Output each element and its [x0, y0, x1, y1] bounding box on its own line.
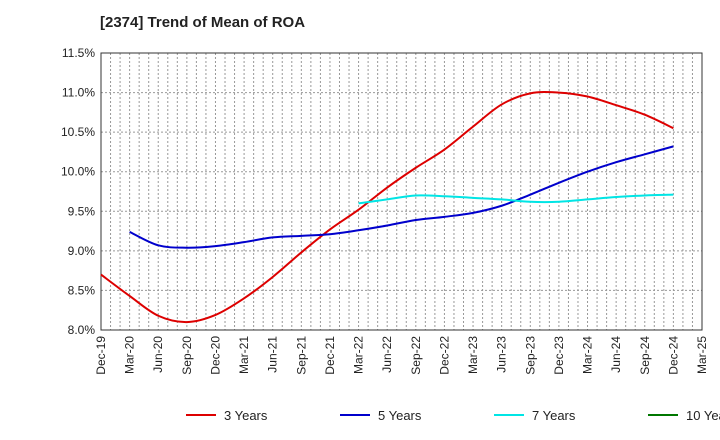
- x-tick-label: Sep-22: [409, 336, 423, 375]
- x-tick-label: Mar-20: [123, 336, 137, 374]
- y-tick-label: 11.5%: [62, 46, 95, 60]
- y-tick-label: 10.0%: [61, 165, 95, 179]
- series-line-2: [129, 145, 674, 249]
- x-tick-label: Mar-23: [466, 336, 480, 374]
- y-tick-label: 8.0%: [68, 323, 96, 337]
- legend-label: 7 Years: [532, 408, 576, 423]
- x-tick-label: Dec-24: [666, 336, 680, 375]
- x-tick-label: Jun-20: [151, 336, 165, 373]
- x-tick-label: Mar-25: [695, 336, 709, 374]
- y-tick-label: 9.0%: [68, 244, 96, 258]
- x-tick-label: Jun-21: [266, 336, 280, 373]
- plot-frame: [100, 52, 703, 331]
- x-tick-label: Dec-19: [94, 336, 108, 375]
- x-tick-label: Dec-20: [208, 336, 222, 375]
- legend-label: 10 Years: [686, 408, 720, 423]
- x-tick-label: Mar-22: [352, 336, 366, 374]
- y-tick-label: 8.5%: [68, 283, 96, 297]
- x-tick-label: Sep-23: [523, 336, 537, 375]
- x-tick-label: Sep-20: [180, 336, 194, 375]
- x-axis-ticks: Dec-19 Mar-20 Jun-20 Sep-20 Dec-20 Mar-21 Jun-…: [94, 336, 709, 375]
- legend-label: 3 Years: [224, 408, 268, 423]
- series-line-3: [358, 193, 674, 205]
- x-tick-label: Jun-22: [380, 336, 394, 373]
- x-tick-label: Sep-24: [638, 336, 652, 375]
- series-line-1: [100, 91, 674, 324]
- x-tick-label: Jun-24: [609, 336, 623, 373]
- x-tick-label: Jun-23: [495, 336, 509, 373]
- x-tick-label: Mar-21: [237, 336, 251, 374]
- y-tick-label: 11.0%: [62, 86, 95, 100]
- series-layer: [100, 91, 674, 324]
- y-tick-label: 10.5%: [61, 125, 95, 139]
- x-tick-label: Dec-23: [552, 336, 566, 375]
- legend: 3 Years 5 Years 7 Years 10 Years: [186, 408, 720, 423]
- x-tick-label: Sep-21: [294, 336, 308, 375]
- y-tick-label: 9.5%: [68, 204, 96, 218]
- legend-label: 5 Years: [378, 408, 422, 423]
- grid: [100, 52, 703, 331]
- x-tick-label: Dec-21: [323, 336, 337, 375]
- x-tick-label: Mar-24: [581, 336, 595, 374]
- x-tick-label: Dec-22: [437, 336, 451, 375]
- y-axis-ticks: 8.0% 8.5% 9.0% 9.5% 10.0% 10.5% 11.0% 11.5%: [61, 46, 95, 337]
- chart-title: [2374] Trend of Mean of ROA: [100, 14, 306, 31]
